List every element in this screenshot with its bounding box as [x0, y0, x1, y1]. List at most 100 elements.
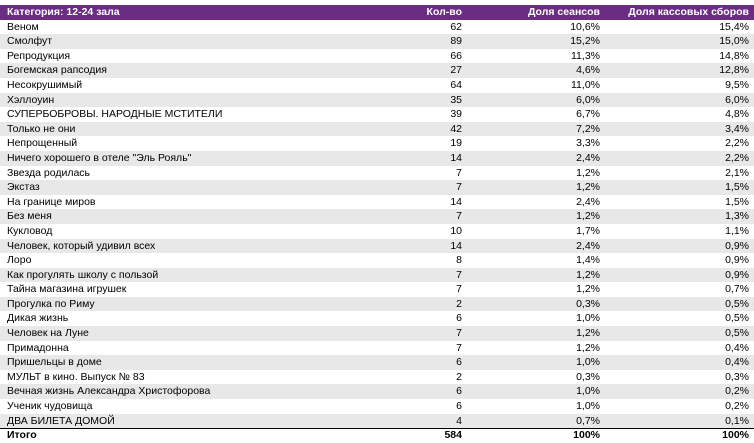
table-cell: 1,0% — [576, 385, 600, 398]
table-cell: 0,5% — [725, 327, 749, 340]
header-cell: Кол-во сеансов — [419, 6, 462, 33]
table-row: Репродукция 66 11,3% 14,8% — [0, 49, 754, 64]
header-cell: Доля сеансов — [527, 6, 600, 18]
table-cell: Непрощенный — [7, 137, 78, 150]
table-row: Кукловод 10 1,7% 1,1% — [0, 224, 754, 239]
table-cell: 10 — [450, 224, 462, 237]
table-cell: 14 — [450, 239, 462, 252]
table-cell: 1,2% — [576, 210, 600, 223]
table-cell: Кукловод — [7, 224, 53, 237]
table-cell: 62 — [450, 20, 462, 33]
table-cell: 0,2% — [725, 385, 749, 398]
table-cell: 0,1% — [725, 414, 749, 427]
table-cell: 8 — [456, 254, 462, 267]
table-row: Человек, который удивил всех 14 2,4% 0,9% — [0, 238, 754, 254]
table-row: Несокрушимый 64 11,0% 9,5% — [0, 78, 754, 93]
table-cell: 584 — [444, 429, 462, 442]
table-cell: 7 — [456, 166, 462, 179]
table-cell: 7 — [456, 283, 462, 296]
table-cell: 14,8% — [719, 49, 749, 62]
table-cell: 10,6% — [570, 20, 600, 33]
table-cell: 19 — [450, 137, 462, 150]
table-cell: 6 — [456, 312, 462, 325]
table-cell: 7 — [456, 268, 462, 281]
table-cell: 1,3% — [725, 210, 749, 223]
table-cell: 0,3% — [576, 370, 600, 383]
table-row: Человек на Луне 7 1,2% 0,5% — [0, 326, 754, 341]
table-cell: 15,2% — [570, 35, 600, 48]
table-cell: 1,2% — [576, 341, 600, 354]
table-cell: 0,9% — [725, 254, 749, 267]
table-cell: 7 — [456, 341, 462, 354]
table-row: ДВА БИЛЕТА ДОМОЙ 4 0,7% 0,1% — [0, 413, 754, 429]
table-cell: Веном — [7, 20, 39, 33]
table-row: МУЛЬТ в кино. Выпуск № 83 2 0,3% 0,3% — [0, 370, 754, 385]
table-cell: 3,4% — [725, 122, 749, 135]
table-row: Богемская рапсодия 27 4,6% 12,8% — [0, 63, 754, 78]
table-row: Лоро 8 1,4% 0,9% — [0, 253, 754, 268]
table-cell: 1,5% — [725, 181, 749, 194]
table-row: Звезда родилась 7 1,2% 2,1% — [0, 166, 754, 181]
table-cell: 1,4% — [576, 254, 600, 267]
table-cell: 0,3% — [576, 297, 600, 310]
table-cell: 0,9% — [725, 268, 749, 281]
table-row: Прогулка по Риму 2 0,3% 0,5% — [0, 296, 754, 312]
table-cell: 66 — [450, 49, 462, 62]
table-row: Вечная жизнь Александра Христофорова 6 1,0… — [0, 384, 754, 400]
table-cell: Итого — [7, 429, 37, 442]
table-row: Тайна магазина игрушек 7 1,2% 0,7% — [0, 282, 754, 297]
table-cell: Экстаз — [7, 181, 40, 194]
table-cell: Богемская рапсодия — [7, 64, 107, 77]
table-cell: 2,2% — [725, 151, 749, 164]
table: Категория: 12-24 зала Кол-во сеансов Доля … — [0, 5, 754, 443]
table-cell: 0,9% — [725, 239, 749, 252]
table-row: Пришельцы в доме 6 1,0% 0,4% — [0, 355, 754, 370]
table-cell: Примадонна — [7, 341, 69, 354]
table-cell: 7 — [456, 210, 462, 223]
table-cell: 0,7% — [725, 283, 749, 296]
table-cell: Хэллоуин — [7, 93, 55, 106]
table-cell: 11,0% — [571, 78, 600, 91]
table-row: Итого 584 100% 100% — [0, 428, 754, 443]
table-cell: 6,0% — [576, 93, 600, 106]
table-cell: Дикая жизнь — [7, 312, 69, 325]
table-cell: Вечная жизнь Александра Христофорова — [7, 385, 211, 398]
table-cell: 100% — [722, 429, 749, 442]
table-row: СУПЕРБОБРОВЫ. НАРОДНЫЕ МСТИТЕЛИ 39 6,7% 4,8… — [0, 107, 754, 122]
table-cell: Лоро — [7, 254, 32, 267]
table-cell: 0,7% — [576, 414, 600, 427]
table-cell: 4,6% — [576, 64, 600, 77]
table-row: Без меня 7 1,2% 1,3% — [0, 209, 754, 224]
table-cell: 1,2% — [576, 268, 600, 281]
table-cell: На границе миров — [7, 195, 96, 208]
table-cell: 2,4% — [576, 195, 600, 208]
header-cell: Категория: 12-24 зала — [7, 6, 120, 18]
table-cell: 100% — [573, 429, 600, 442]
table-cell: 2,4% — [576, 239, 600, 252]
table-cell: Прогулка по Риму — [7, 297, 95, 310]
table-cell: 6 — [456, 356, 462, 369]
table-cell: 0,4% — [725, 341, 749, 354]
table-row: Категория: 12-24 зала Кол-во сеансов Доля … — [0, 5, 754, 33]
table-cell: 6 — [456, 385, 462, 398]
table-cell: 14 — [450, 151, 462, 164]
table-cell: 89 — [450, 35, 462, 48]
table-cell: Человек на Луне — [7, 327, 89, 340]
table-row: На границе миров 14 2,4% 1,5% — [0, 195, 754, 210]
table-cell: 64 — [450, 78, 462, 91]
table-cell: 0,2% — [725, 400, 749, 413]
table-cell: 1,1% — [725, 224, 749, 237]
table-cell: 15,4% — [719, 20, 749, 33]
table-cell: 4 — [456, 414, 462, 427]
table-cell: 1,7% — [576, 224, 600, 237]
table-row: Экстаз 7 1,2% 1,5% — [0, 180, 754, 195]
table-cell: Репродукция — [7, 49, 71, 62]
table-cell: 1,0% — [576, 312, 600, 325]
table-row: Хэллоуин 35 6,0% 6,0% — [0, 92, 754, 108]
table-row: Ученик чудовища 6 1,0% 0,2% — [0, 399, 754, 414]
header-cell: Доля кассовых сборов — [628, 6, 749, 18]
table-cell: 2,4% — [576, 151, 600, 164]
table-cell: Ученик чудовища — [7, 400, 93, 413]
table-cell: 9,5% — [725, 78, 749, 91]
table-cell: Смолфут — [7, 35, 53, 48]
